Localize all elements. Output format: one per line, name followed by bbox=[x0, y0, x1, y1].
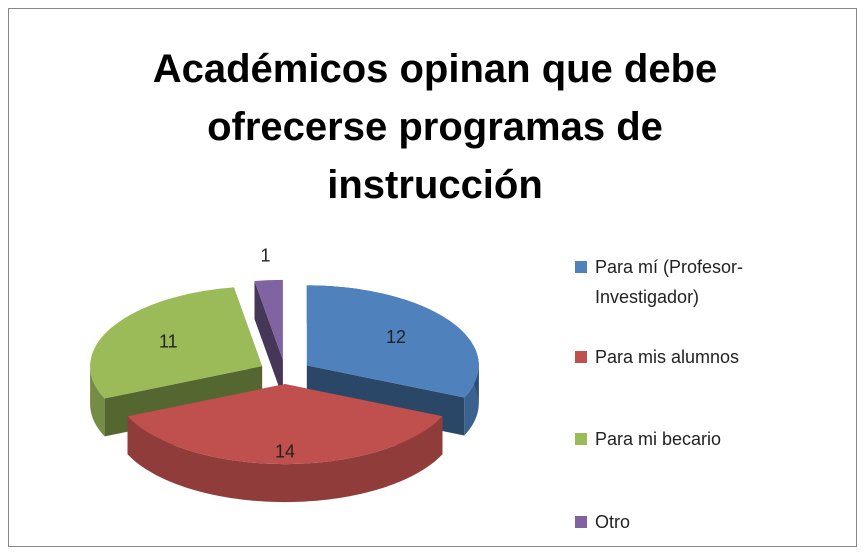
slice-top bbox=[306, 285, 479, 398]
data-label: 11 bbox=[159, 331, 178, 351]
legend-entry: Para mis alumnos bbox=[575, 342, 815, 372]
legend-swatch bbox=[575, 433, 587, 445]
slice bbox=[254, 279, 283, 398]
slice-top bbox=[254, 279, 283, 360]
legend-label: Otro bbox=[595, 512, 631, 532]
data-label: 12 bbox=[386, 327, 406, 347]
chart-title: Académicos opinan que debe ofrecerse pro… bbox=[152, 47, 718, 207]
slice bbox=[127, 384, 443, 503]
legend-entry: Otro bbox=[575, 507, 815, 537]
slice-side bbox=[127, 416, 443, 503]
data-label: 14 bbox=[275, 441, 295, 461]
legend-swatch bbox=[575, 351, 587, 363]
chart-frame bbox=[8, 8, 857, 547]
legend-swatch bbox=[575, 516, 587, 528]
data-label: 1 bbox=[261, 245, 271, 265]
legend-entry: Para mi becario bbox=[575, 424, 815, 454]
legend-label: Para mis alumnos bbox=[595, 347, 740, 367]
slice-top bbox=[127, 384, 443, 465]
legend-label: Para mí (Profesor-Investigador) bbox=[595, 257, 744, 307]
slice-top bbox=[90, 287, 263, 399]
slice-wall bbox=[254, 281, 283, 398]
legend-label: Para mi becario bbox=[595, 429, 722, 449]
legend-swatch bbox=[575, 261, 587, 273]
slice-side bbox=[90, 366, 105, 437]
legend-entry: Para mí (Profesor-Investigador) bbox=[575, 252, 815, 312]
